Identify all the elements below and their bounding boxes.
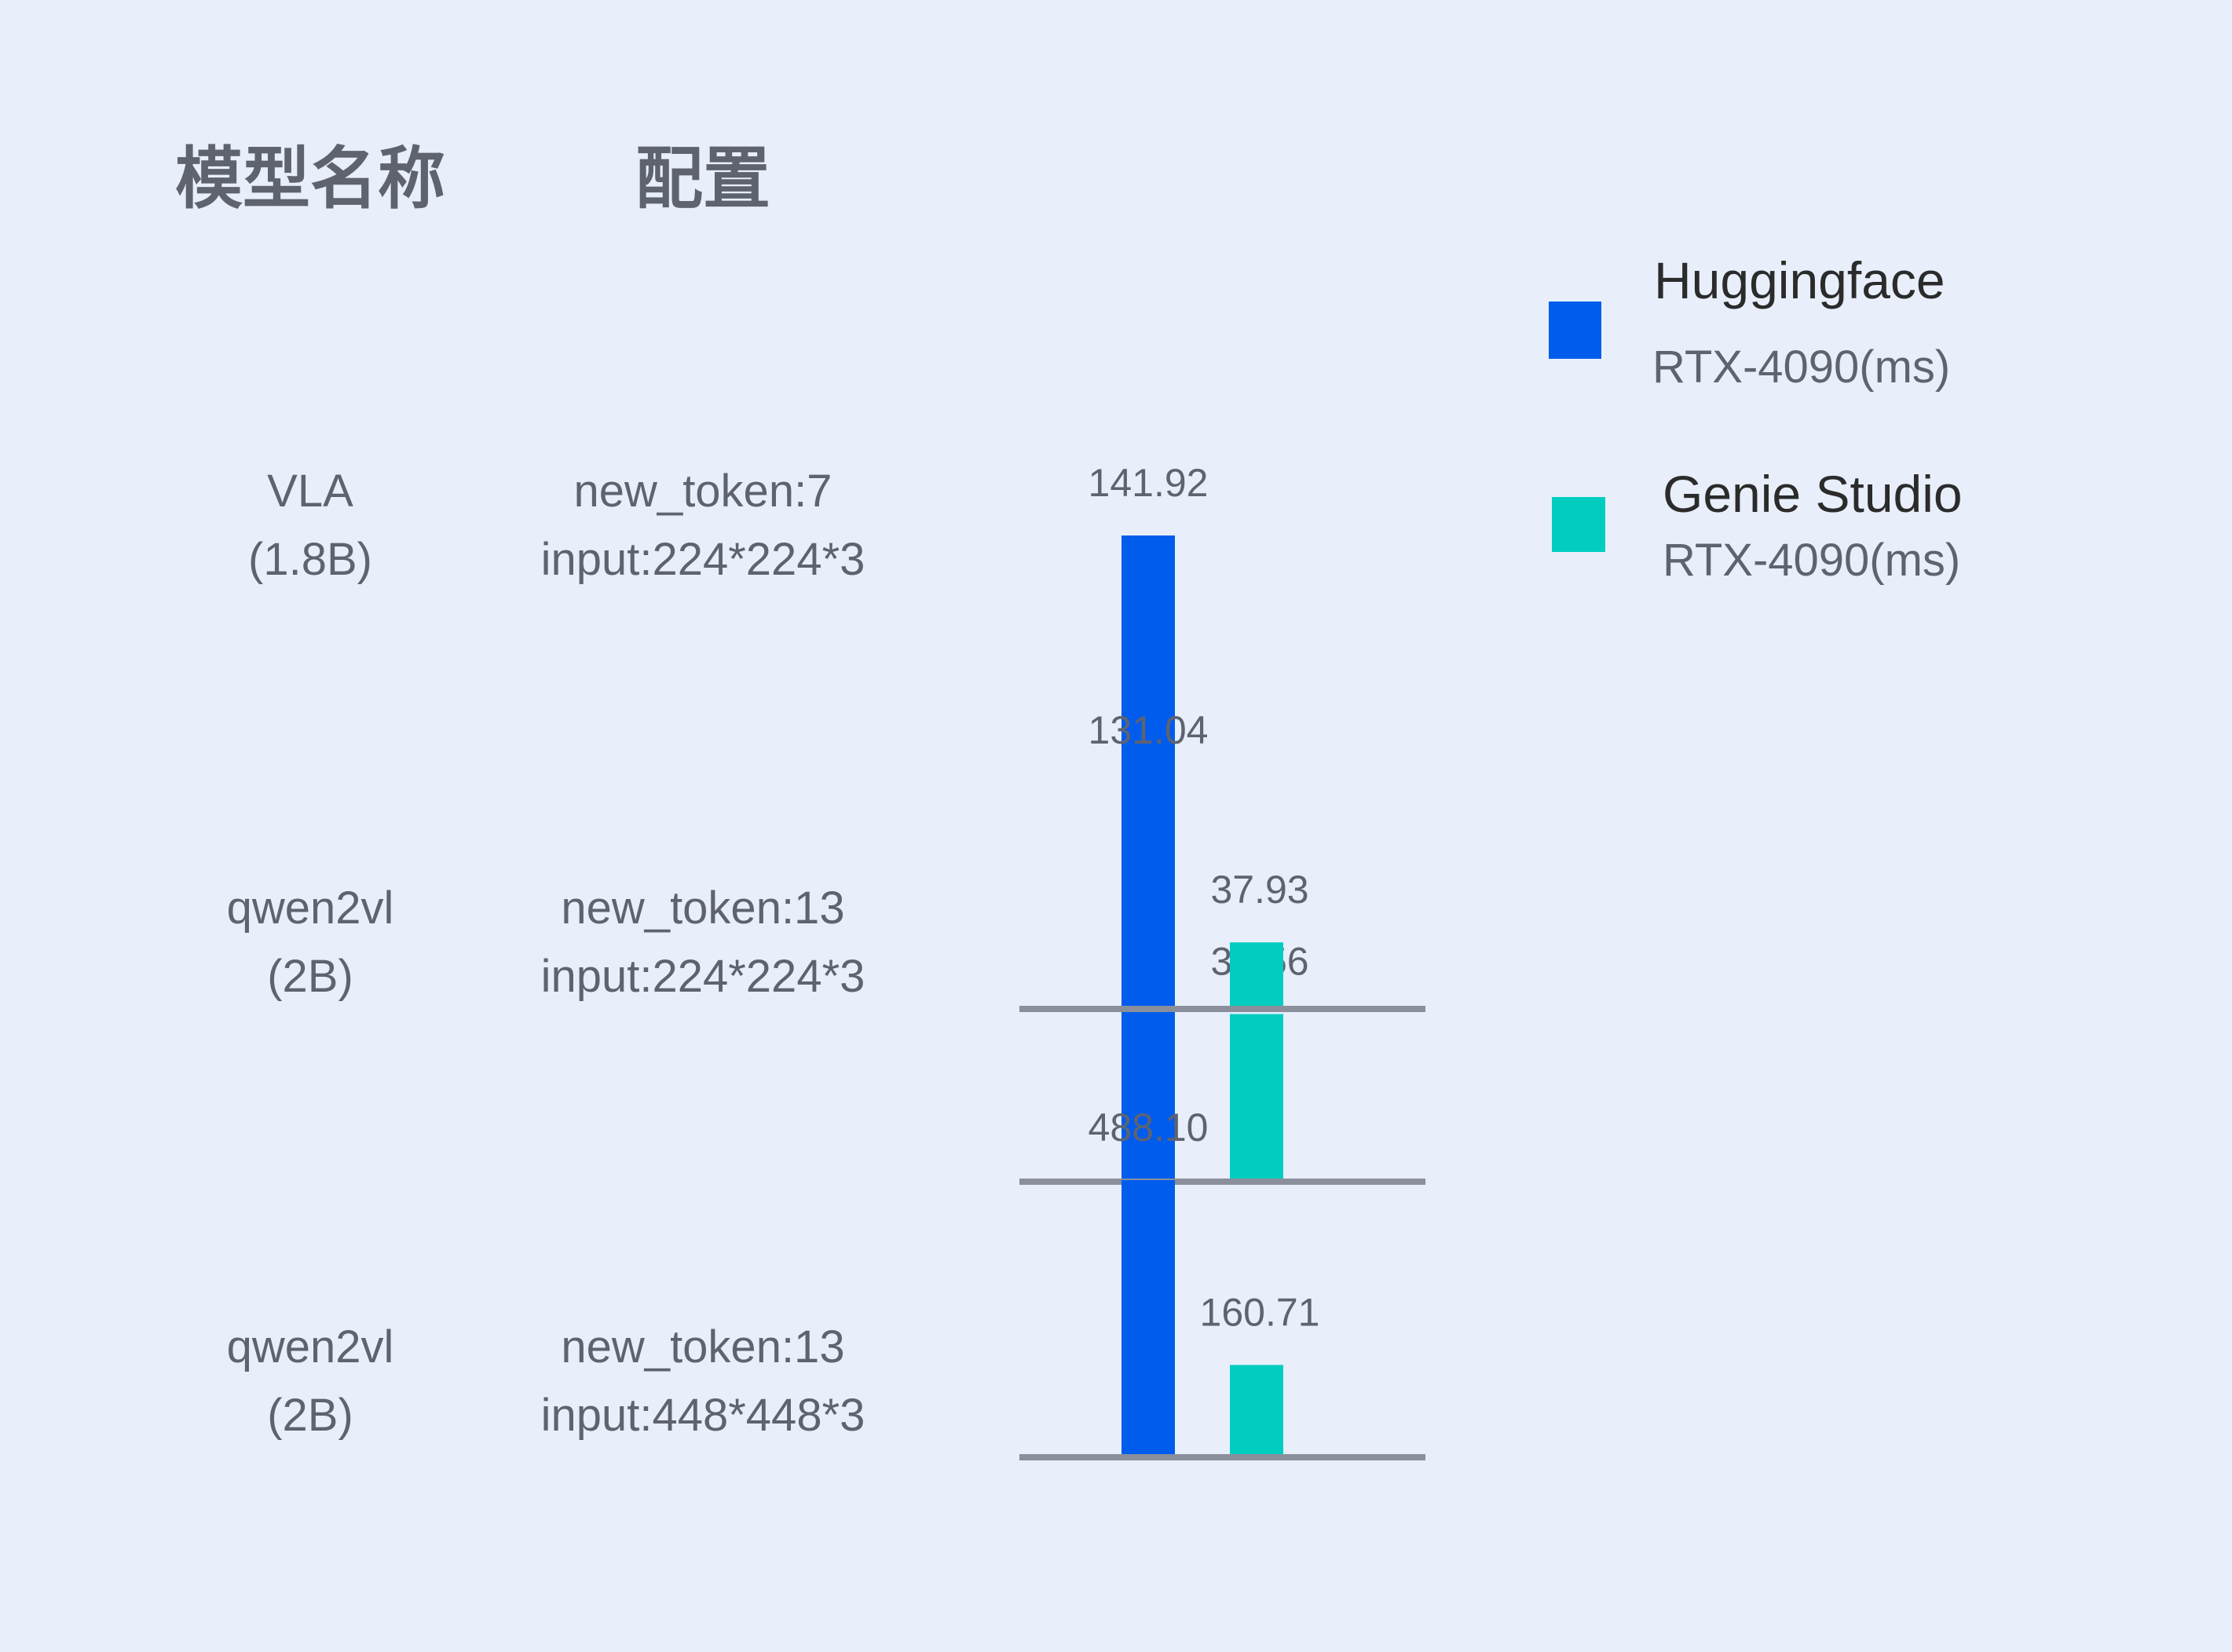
x-axis-baseline [1019,1006,1425,1012]
chart-row: VLA (1.8B) new_token:7 input:224*224*3 141.9… [248,461,1425,1185]
config-line: new_token:13 [561,1321,844,1372]
data-label: 488.10 [1089,1106,1209,1149]
model-name-line: qwen2vl [227,1321,394,1372]
legend-title-genie-studio: Genie Studio [1663,465,1963,523]
model-name-line: VLA [267,466,353,517]
model-name-line: (1.8B) [248,534,372,585]
legend: Huggingface RTX-4090(ms) Genie Studio RT… [1549,251,1963,586]
legend-swatch-huggingface [1549,302,1601,359]
bar-huggingface [1121,1180,1175,1459]
x-axis-baseline [1019,1179,1425,1185]
config-line: input:448*448*3 [541,1390,865,1441]
data-label: 37.93 [1210,868,1308,912]
data-label: 160.71 [1200,1290,1320,1334]
legend-subtitle-genie-studio: RTX-4090(ms) [1663,535,1960,586]
legend-subtitle-huggingface: RTX-4090(ms) [1652,342,1950,393]
model-name-line: qwen2vl [227,883,394,934]
bar-genie-studio [1230,942,1283,1011]
legend-title-huggingface: Huggingface [1654,251,1945,309]
data-label: 131.04 [1089,708,1209,752]
config-line: input:224*224*3 [541,534,865,585]
config-line: new_token:13 [561,883,844,934]
config-line: input:224*224*3 [541,951,865,1002]
chart-row: qwen2vl (2B) new_token:13 input:224*224*3 13… [227,708,1425,1012]
model-name-header: 模型名称 [175,140,445,218]
model-name-line: (2B) [267,951,353,1002]
bar-huggingface [1121,783,1175,1011]
chart-row: qwen2vl (2B) new_token:13 input:448*448*3 48… [227,1106,1425,1460]
bar-genie-studio [1230,1365,1283,1459]
model-name-line: (2B) [267,1390,353,1441]
legend-swatch-genie-studio [1552,497,1605,552]
x-axis-baseline [1019,1454,1425,1460]
data-label: 141.92 [1089,461,1209,505]
bar-genie-studio [1230,1014,1283,1183]
config-header: 配置 [635,140,770,218]
config-line: new_token:7 [574,466,832,517]
